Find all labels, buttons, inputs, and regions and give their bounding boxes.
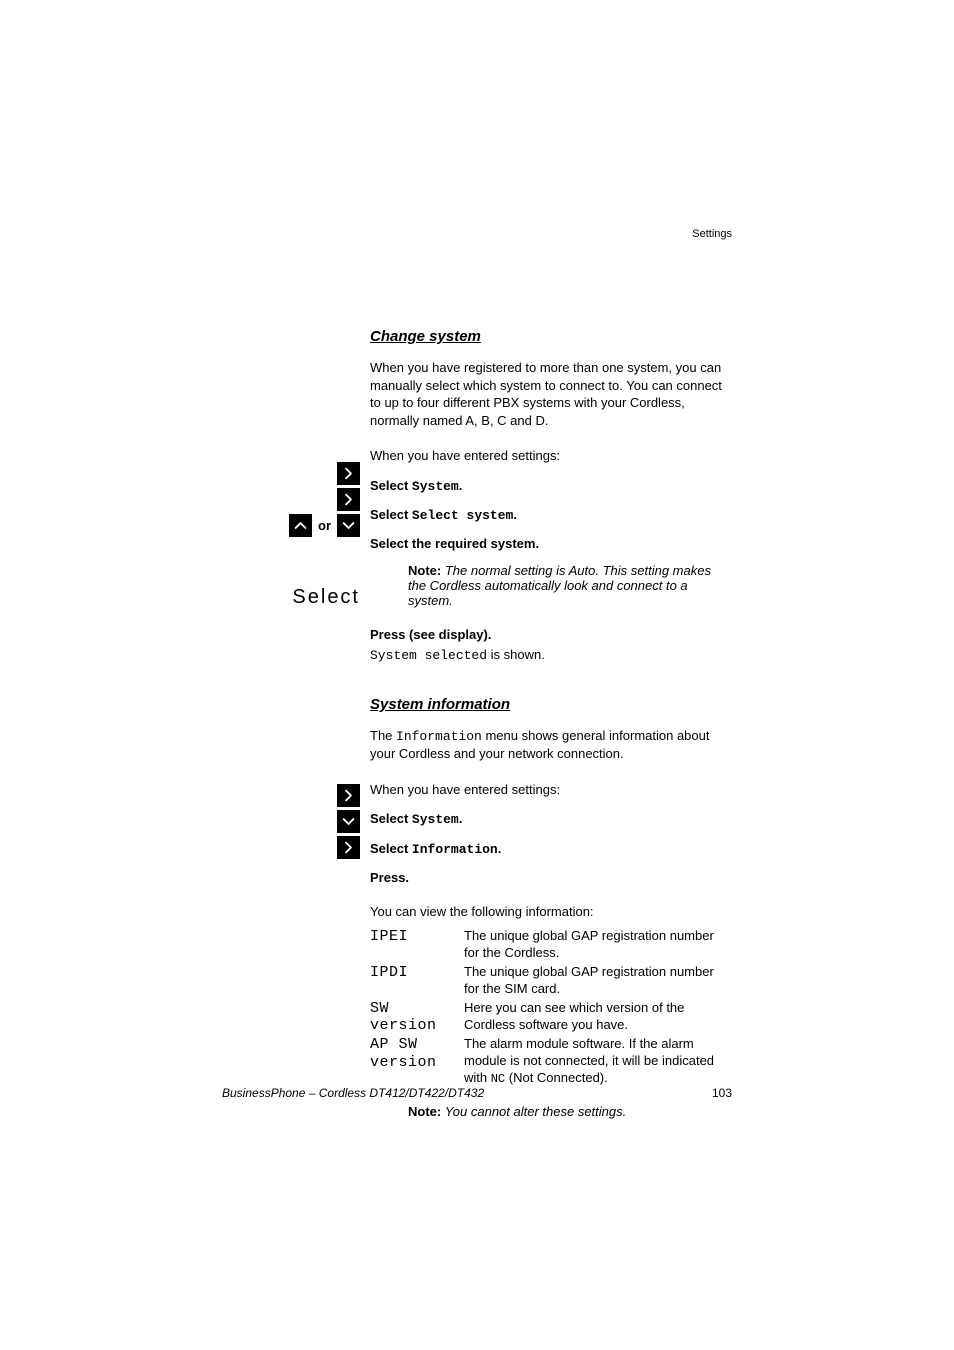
- up-or-down-group: or: [289, 514, 360, 537]
- note-text: The normal setting is Auto. This setting…: [408, 563, 711, 608]
- step-mono: System: [412, 812, 459, 827]
- change-system-entered: When you have entered settings:: [370, 447, 730, 465]
- arrow-right-icon: [337, 784, 360, 807]
- step-select-system: Select System.: [370, 477, 730, 496]
- step-select-select-system: Select Select system.: [370, 506, 730, 525]
- note-block-2: Note: You cannot alter these settings.: [408, 1104, 730, 1119]
- val-post: (Not Connected).: [505, 1070, 608, 1085]
- step-mono: Select system: [412, 508, 513, 523]
- note-text: You cannot alter these settings.: [445, 1104, 626, 1119]
- info-table: IPEI The unique global GAP registration …: [370, 928, 730, 1087]
- table-intro: You can view the following information:: [370, 903, 730, 921]
- arrow-right-icon: [337, 836, 360, 859]
- step-mono: Information: [412, 842, 498, 857]
- info-key-ipei: IPEI: [370, 928, 464, 962]
- step-select-information: Select Information.: [370, 840, 730, 859]
- main-content: Change system When you have registered t…: [370, 328, 730, 1137]
- intro-mono: Information: [396, 729, 482, 744]
- info-key-ap-sw-version: AP SW version: [370, 1036, 464, 1087]
- table-row: IPDI The unique global GAP registration …: [370, 964, 730, 998]
- info-val: The unique global GAP registration numbe…: [464, 964, 730, 998]
- info-key-ipdi: IPDI: [370, 964, 464, 998]
- select-softkey-label: Select: [292, 586, 360, 608]
- step-suffix: .: [459, 811, 463, 826]
- val-mono: NC: [491, 1072, 505, 1086]
- table-row: IPEI The unique global GAP registration …: [370, 928, 730, 962]
- note-label: Note:: [408, 563, 445, 578]
- step-press-result: System selected is shown.: [370, 646, 730, 665]
- press-suffix: is shown.: [487, 647, 545, 662]
- info-val: The unique global GAP registration numbe…: [464, 928, 730, 962]
- step-suffix: .: [459, 478, 463, 493]
- step-suffix: .: [498, 841, 502, 856]
- press-label: Press (see display).: [370, 627, 491, 642]
- info-val: Here you can see which version of the Co…: [464, 1000, 730, 1035]
- footer-title: BusinessPhone – Cordless DT412/DT422/DT4…: [222, 1086, 484, 1100]
- step-label: Select: [370, 507, 412, 522]
- change-system-section: Change system When you have registered t…: [370, 328, 730, 666]
- arrow-down-icon: [337, 810, 360, 833]
- or-label: or: [318, 518, 331, 533]
- step-mono: System: [412, 479, 459, 494]
- table-row: SW version Here you can see which versio…: [370, 1000, 730, 1035]
- press-mono: System selected: [370, 648, 487, 663]
- page: Settings or Select: [0, 0, 954, 1350]
- change-system-heading: Change system: [370, 328, 730, 345]
- step-select-system-2: Select System.: [370, 810, 730, 829]
- page-number: 103: [712, 1086, 732, 1100]
- arrow-up-icon: [289, 514, 312, 537]
- info-key-sw-version: SW version: [370, 1000, 464, 1035]
- note-label: Note:: [408, 1104, 445, 1119]
- system-info-intro: The Information menu shows general infor…: [370, 727, 730, 763]
- intro-pre: The: [370, 728, 396, 743]
- change-system-intro: When you have registered to more than on…: [370, 359, 730, 429]
- header-section-label: Settings: [692, 228, 732, 240]
- system-info-entered: When you have entered settings:: [370, 781, 730, 799]
- note-block: Note: The normal setting is Auto. This s…: [408, 563, 730, 608]
- system-information-section: System information The Information menu …: [370, 696, 730, 1119]
- step-press-2: Press.: [370, 869, 730, 887]
- system-info-heading: System information: [370, 696, 730, 713]
- table-row: AP SW version The alarm module software.…: [370, 1036, 730, 1087]
- step-select-required: Select the required system.: [370, 535, 730, 553]
- step-suffix: .: [513, 507, 517, 522]
- arrow-right-icon: [337, 488, 360, 511]
- arrow-down-icon: [337, 514, 360, 537]
- step-label: Select: [370, 811, 412, 826]
- footer: BusinessPhone – Cordless DT412/DT422/DT4…: [222, 1086, 732, 1100]
- step-press: Press (see display).: [370, 626, 730, 644]
- info-val: The alarm module software. If the alarm …: [464, 1036, 730, 1087]
- arrow-right-icon: [337, 462, 360, 485]
- step-label: Select: [370, 841, 412, 856]
- step-label: Select: [370, 478, 412, 493]
